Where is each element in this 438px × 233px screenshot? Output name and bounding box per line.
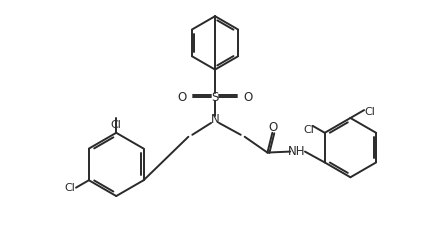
Text: O: O [243,91,252,104]
Text: Cl: Cl [304,125,314,135]
Text: N: N [211,113,219,127]
Text: S: S [212,91,219,104]
Text: O: O [178,91,187,104]
Text: NH: NH [288,145,306,158]
Text: O: O [269,121,278,134]
Text: Cl: Cl [111,120,122,130]
Text: Cl: Cl [364,107,375,117]
Text: Cl: Cl [65,183,75,193]
